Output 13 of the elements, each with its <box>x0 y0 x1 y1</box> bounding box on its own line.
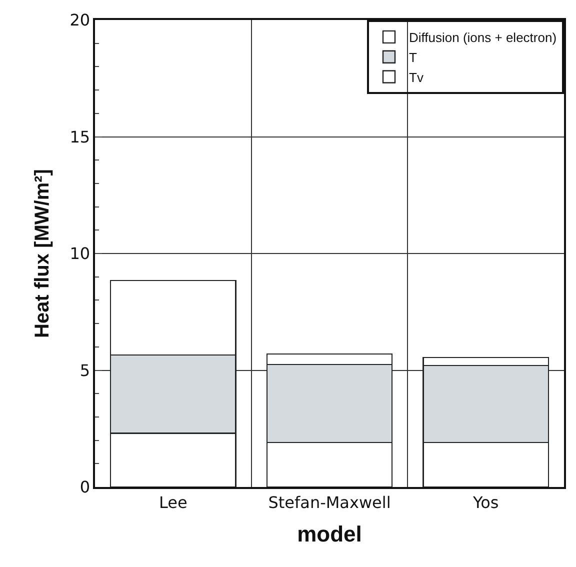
y-tick-label: 5 <box>80 360 90 380</box>
y-axis-title: Heat flux [MW/m²] <box>32 169 54 338</box>
y-tick-label: 15 <box>70 127 90 146</box>
legend-label: Tv <box>409 70 424 85</box>
x-axis-title: model <box>297 521 362 546</box>
x-tick-label: Stefan-Maxwell <box>268 492 391 512</box>
legend-label: T <box>409 50 417 65</box>
x-tick-label: Lee <box>159 492 188 512</box>
legend-label: Diffusion (ions + electron) <box>409 30 557 46</box>
x-tick-label: Yos <box>472 492 499 512</box>
y-tick-label: 20 <box>70 10 90 30</box>
y-tick-label: 10 <box>70 244 90 264</box>
y-tick-label: 0 <box>80 478 90 497</box>
